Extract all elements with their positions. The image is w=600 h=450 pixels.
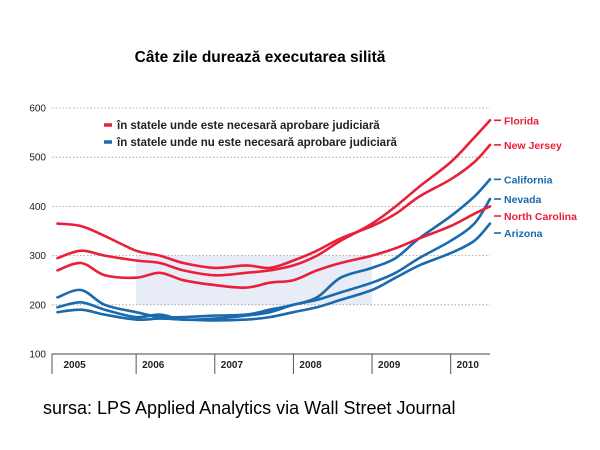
y-tick-label: 400 — [29, 202, 46, 213]
x-tick-label: 2009 — [378, 360, 401, 371]
series-line-new-jersey — [56, 143, 492, 270]
x-tick-label: 2010 — [457, 360, 480, 371]
series-line-north-carolina — [56, 205, 492, 289]
x-tick-label: 2008 — [299, 360, 322, 371]
y-tick-label: 300 — [29, 251, 46, 262]
series-label: North Carolina — [504, 211, 577, 223]
series-line-arizona — [56, 222, 492, 322]
chart-title: Câte zile durează executarea silită — [134, 49, 386, 66]
series-label: Arizona — [504, 228, 543, 240]
y-tick-label: 200 — [29, 300, 46, 311]
legend: în statele unde este necesară aprobare j… — [104, 120, 398, 149]
y-axis: 600 500 400 300 200 100 — [29, 104, 46, 361]
x-tick-label: 2005 — [64, 360, 87, 371]
series-line-florida — [56, 119, 492, 277]
x-tick-label: 2007 — [221, 360, 244, 371]
y-tick-label: 500 — [29, 153, 46, 164]
source-note: sursa: LPS Applied Analytics via Wall St… — [43, 398, 456, 418]
legend-label: în statele unde nu este necesară aprobar… — [116, 137, 398, 149]
series-labels: Florida New Jersey California Nevada North C… — [494, 115, 577, 240]
series-label: New Jersey — [504, 140, 562, 152]
series-line-nevada — [56, 197, 492, 322]
series-lines — [56, 119, 492, 322]
x-axis: 2005 2006 2007 2008 2009 2010 — [51, 353, 490, 374]
shaded-band — [136, 255, 373, 305]
legend-label: în statele unde este necesară aprobare j… — [116, 120, 380, 132]
series-label: California — [504, 174, 553, 186]
series-label: Florida — [504, 115, 539, 127]
y-tick-label: 100 — [29, 350, 46, 361]
x-tick-label: 2006 — [142, 360, 165, 371]
y-tick-label: 600 — [29, 104, 46, 115]
series-label: Nevada — [504, 194, 542, 206]
